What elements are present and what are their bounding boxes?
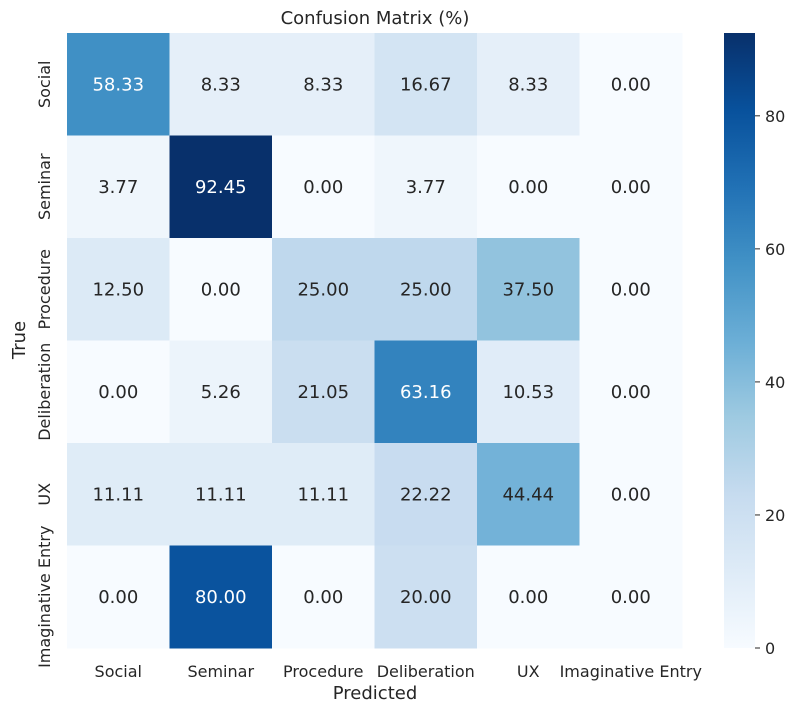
- cell-value-label: 92.45: [195, 177, 247, 198]
- heatmap-cell: [477, 33, 580, 136]
- cell-value-label: 8.33: [303, 74, 343, 95]
- cell-value-label: 0.00: [508, 587, 548, 608]
- cell-value-label: 0.00: [303, 177, 343, 198]
- heatmap-cell: [272, 135, 375, 239]
- cell-value-label: 0.00: [201, 279, 241, 300]
- colorbar-ticks: 0 20 40 60 80: [755, 107, 785, 658]
- heatmap-cell: [374, 238, 478, 341]
- heatmap-cell: [579, 443, 683, 546]
- heatmap-cell: [169, 238, 273, 341]
- colorbar: [724, 33, 755, 648]
- x-tick-label: Social: [95, 662, 142, 681]
- heatmap-cell-labels: 58.33 8.33 8.33 16.67 8.33 0.00 3.77 92.45 0.00 3…: [92, 74, 650, 608]
- cell-value-label: 8.33: [508, 74, 548, 95]
- heatmap-cell: [67, 443, 170, 546]
- cell-value-label: 0.00: [611, 587, 651, 608]
- chart-title: Confusion Matrix (%): [281, 8, 470, 29]
- y-tick-label: Procedure: [35, 249, 54, 329]
- cell-value-label: 0.00: [98, 587, 138, 608]
- cell-value-label: 8.33: [201, 74, 241, 95]
- colorbar-tick-label: 80: [765, 107, 785, 126]
- heatmap-cell: [477, 545, 580, 649]
- y-axis-label: True: [9, 321, 30, 360]
- x-tick-label: Deliberation: [377, 662, 475, 681]
- cell-value-label: 16.67: [400, 74, 452, 95]
- colorbar-tick-label: 0: [765, 639, 775, 658]
- heatmap-cell: [374, 135, 478, 239]
- heatmap-cell: [579, 238, 683, 341]
- cell-value-label: 3.77: [98, 177, 138, 198]
- y-tick-label: Deliberation: [35, 343, 54, 441]
- cell-value-label: 3.77: [406, 177, 446, 198]
- heatmap-cell: [374, 340, 478, 444]
- cell-value-label: 80.00: [195, 587, 247, 608]
- heatmap-cell: [374, 33, 478, 136]
- colorbar-tick-label: 60: [765, 240, 785, 259]
- heatmap-cell: [67, 238, 170, 341]
- heatmap-cell: [169, 340, 273, 444]
- cell-value-label: 0.00: [611, 279, 651, 300]
- colorbar-tick-label: 20: [765, 506, 785, 525]
- heatmap-cells: [67, 33, 683, 649]
- cell-value-label: 11.11: [195, 484, 247, 505]
- y-tick-label: Imaginative Entry: [35, 526, 54, 668]
- y-tick-label: Seminar: [35, 153, 54, 220]
- heatmap-cell: [477, 135, 580, 239]
- cell-value-label: 10.53: [502, 382, 554, 403]
- cell-value-label: 5.26: [201, 382, 241, 403]
- cell-value-label: 0.00: [98, 382, 138, 403]
- x-axis-label: Predicted: [333, 683, 418, 704]
- heatmap-cell: [477, 340, 580, 444]
- cell-value-label: 44.44: [502, 484, 554, 505]
- cell-value-label: 0.00: [611, 177, 651, 198]
- cell-value-label: 25.00: [297, 279, 349, 300]
- heatmap-cell: [67, 340, 170, 444]
- heatmap-cell: [272, 238, 375, 341]
- heatmap-cell: [272, 443, 375, 546]
- cell-value-label: 0.00: [303, 587, 343, 608]
- heatmap-cell: [169, 443, 273, 546]
- y-tick-labels: Social Seminar Procedure Deliberation UX Imag…: [35, 61, 54, 668]
- heatmap-cell: [169, 545, 273, 649]
- cell-value-label: 0.00: [611, 382, 651, 403]
- cell-value-label: 63.16: [400, 382, 452, 403]
- x-tick-label: Imaginative Entry: [560, 662, 702, 681]
- cell-value-label: 11.11: [297, 484, 349, 505]
- heatmap-cell: [169, 135, 273, 239]
- heatmap-cell: [374, 545, 478, 649]
- heatmap-cell: [579, 545, 683, 649]
- x-tick-label: Procedure: [283, 662, 363, 681]
- cell-value-label: 12.50: [92, 279, 144, 300]
- cell-value-label: 25.00: [400, 279, 452, 300]
- heatmap-cell: [67, 135, 170, 239]
- x-tick-labels: Social Seminar Procedure Deliberation UX Imag…: [95, 662, 702, 681]
- cell-value-label: 0.00: [508, 177, 548, 198]
- y-tick-label: UX: [35, 483, 54, 506]
- colorbar-tick-label: 40: [765, 373, 785, 392]
- y-tick-label: Social: [35, 61, 54, 108]
- heatmap-cell: [272, 340, 375, 444]
- cell-value-label: 0.00: [611, 74, 651, 95]
- heatmap-cell: [477, 443, 580, 546]
- heatmap-cell: [374, 443, 478, 546]
- heatmap-cell: [272, 545, 375, 649]
- heatmap-cell: [477, 238, 580, 341]
- cell-value-label: 58.33: [92, 74, 144, 95]
- heatmap-cell: [579, 340, 683, 444]
- x-tick-label: UX: [517, 662, 540, 681]
- heatmap-cell: [67, 33, 170, 136]
- cell-value-label: 22.22: [400, 484, 452, 505]
- cell-value-label: 20.00: [400, 587, 452, 608]
- heatmap-cell: [579, 33, 683, 136]
- cell-value-label: 0.00: [611, 484, 651, 505]
- cell-value-label: 37.50: [502, 279, 554, 300]
- cell-value-label: 21.05: [297, 382, 349, 403]
- heatmap-cell: [272, 33, 375, 136]
- heatmap-cell: [169, 33, 273, 136]
- x-tick-label: Seminar: [187, 662, 254, 681]
- heatmap-cell: [579, 135, 683, 239]
- cell-value-label: 11.11: [92, 484, 144, 505]
- heatmap-cell: [67, 545, 170, 649]
